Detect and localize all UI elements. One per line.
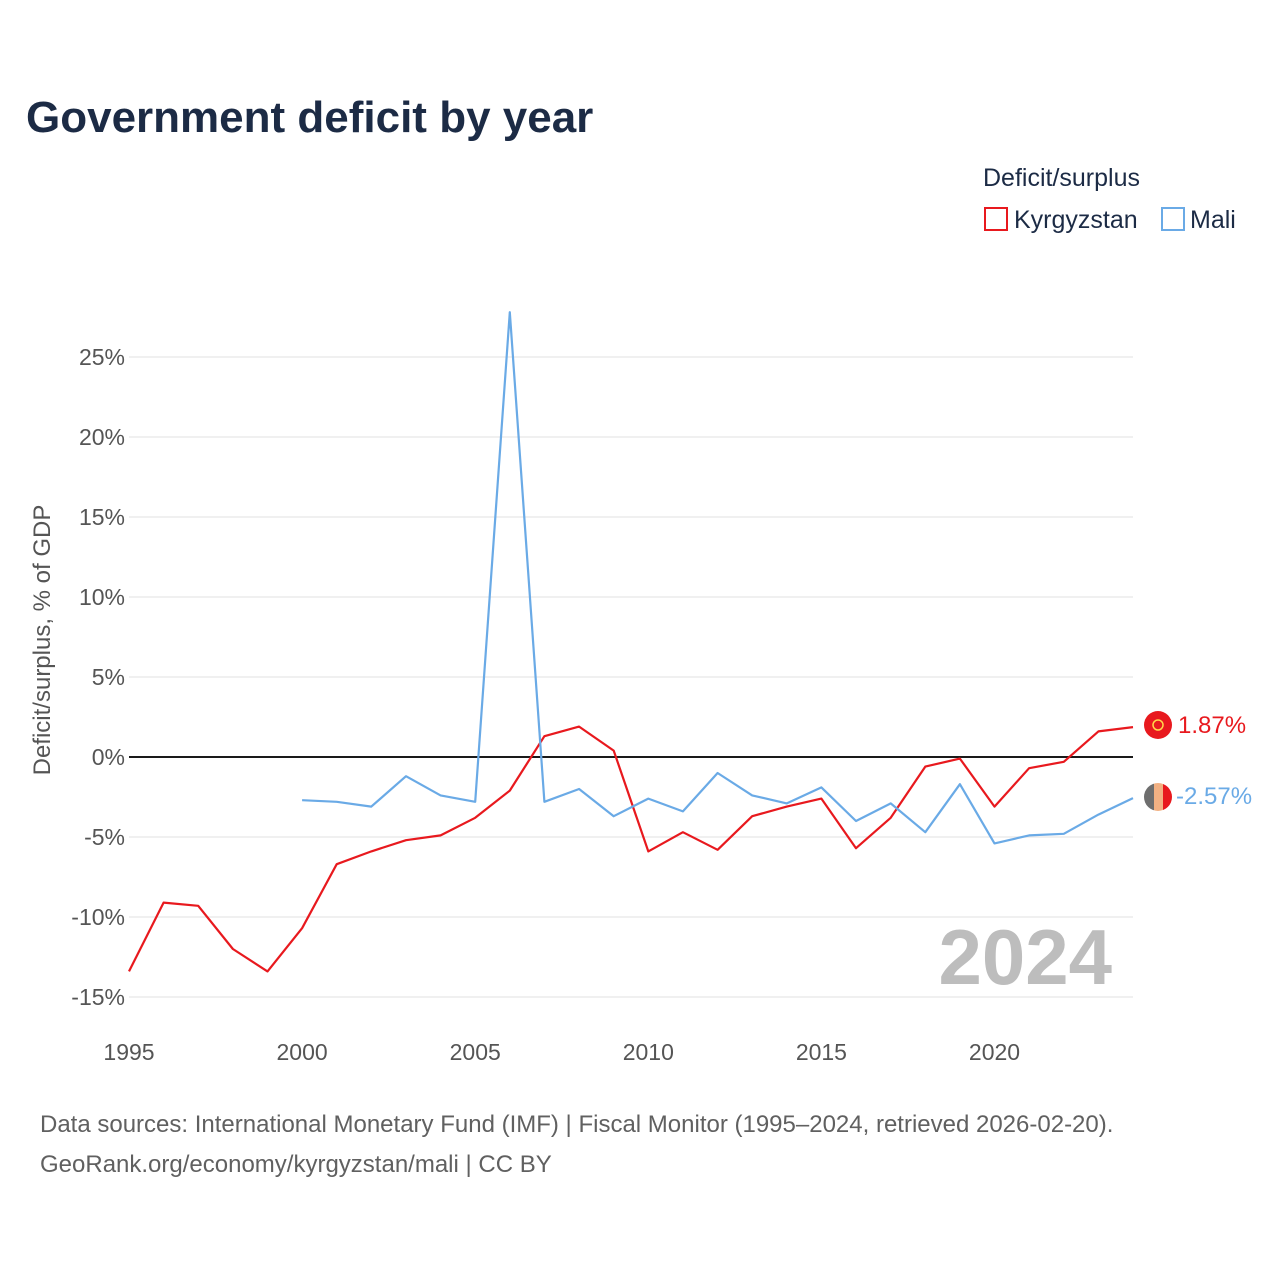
y-tick-label: -5% (84, 824, 125, 850)
y-axis-label: Deficit/surplus, % of GDP (29, 505, 56, 776)
mali-end-marker: -2.57% (1144, 783, 1252, 811)
y-tick-label: 10% (79, 584, 125, 610)
series-line-mali (302, 311, 1134, 845)
kyrgyzstan-end-marker: 1.87% (1144, 711, 1246, 739)
page-title: Government deficit by year (26, 93, 593, 142)
y-tick-label: -15% (71, 984, 125, 1010)
mali-end-label: -2.57% (1176, 783, 1252, 810)
x-axis-ticks: 1995 2000 2005 2010 2015 2020 (103, 1039, 1020, 1065)
kyrgyzstan-flag-icon (1144, 711, 1172, 739)
x-tick-label: 2005 (450, 1039, 501, 1065)
series-line-kyrgyzstan (128, 725, 1134, 973)
y-tick-label: 0% (92, 744, 125, 770)
legend-swatch-kyrgyzstan[interactable] (984, 207, 1008, 231)
x-tick-label: 2020 (969, 1039, 1020, 1065)
x-tick-label: 2010 (623, 1039, 674, 1065)
year-watermark: 2024 (938, 913, 1112, 1001)
x-tick-label: 1995 (103, 1039, 154, 1065)
y-tick-label: 5% (92, 664, 125, 690)
y-tick-label: 25% (79, 344, 125, 370)
kyrgyzstan-end-label: 1.87% (1178, 712, 1246, 739)
legend-label-kyrgyzstan[interactable]: Kyrgyzstan (1014, 206, 1138, 234)
y-tick-label: -10% (71, 904, 125, 930)
legend: Deficit/surplus Kyrgyzstan Mali (983, 164, 1236, 234)
x-tick-label: 2000 (277, 1039, 328, 1065)
y-axis-ticks: -15% -10% -5% 0% 5% 10% 15% 20% 25% (71, 344, 125, 1010)
gridlines (129, 356, 1133, 998)
y-tick-label: 15% (79, 504, 125, 530)
mali-flag-icon (1144, 783, 1172, 811)
kyrgyzstan-flag-sun (1152, 719, 1164, 731)
source-line-2[interactable]: GeoRank.org/economy/kyrgyzstan/mali | CC… (40, 1151, 552, 1178)
series-lines (128, 311, 1134, 973)
source-line-1: Data sources: International Monetary Fun… (40, 1111, 1113, 1138)
legend-title: Deficit/surplus (983, 164, 1140, 192)
legend-swatch-mali[interactable] (1161, 207, 1185, 231)
y-tick-label: 20% (79, 424, 125, 450)
legend-label-mali[interactable]: Mali (1190, 206, 1236, 234)
x-tick-label: 2015 (796, 1039, 847, 1065)
